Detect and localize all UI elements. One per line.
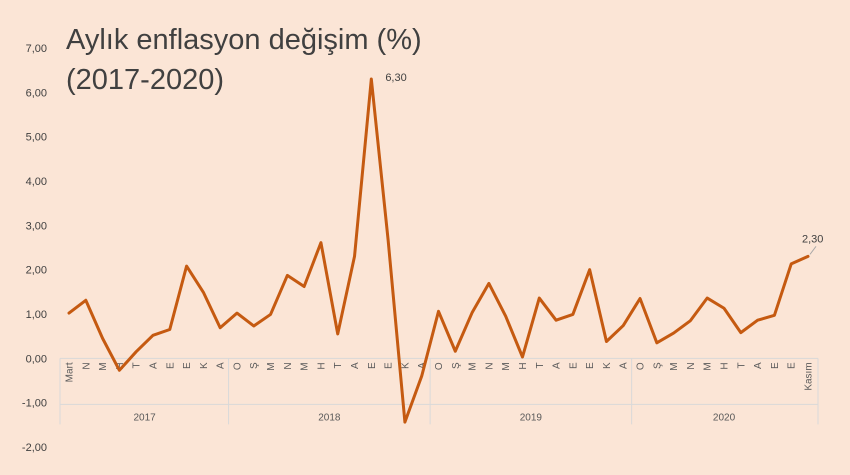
chart-title: Aylık enflasyon değişim (%) (2017-2020)	[66, 20, 422, 100]
month-label: T	[535, 362, 546, 368]
month-label: O	[434, 362, 445, 370]
month-label: T	[333, 362, 344, 368]
month-label: Mart	[65, 362, 76, 382]
month-label: A	[552, 362, 563, 369]
y-tick-label: 1,00	[26, 309, 47, 321]
month-label: O	[232, 362, 243, 370]
month-label: E	[182, 362, 193, 369]
month-label: E	[367, 362, 378, 369]
y-tick-label: -2,00	[22, 442, 47, 454]
month-label: O	[636, 362, 647, 370]
month-label: Ş	[249, 362, 260, 369]
y-tick-label: 3,00	[26, 220, 47, 232]
data-label: 2,30	[802, 233, 823, 245]
y-tick-label: 0,00	[26, 353, 47, 365]
year-label: 2020	[713, 412, 736, 423]
month-label: H	[720, 362, 731, 369]
month-label: K	[400, 362, 411, 369]
month-label: M	[266, 362, 277, 370]
month-label: A	[148, 362, 159, 369]
month-label: H	[316, 362, 327, 369]
month-label: Kasım	[804, 362, 815, 390]
y-tick-label: 2,00	[26, 265, 47, 277]
month-label: A	[619, 362, 630, 369]
data-label: 6,30	[385, 72, 406, 84]
y-tick-label: 4,00	[26, 176, 47, 188]
month-label: N	[686, 362, 697, 369]
month-label: N	[484, 362, 495, 369]
month-label: A	[350, 362, 361, 369]
month-label: E	[165, 362, 176, 369]
month-label: Ş	[652, 362, 663, 369]
year-label: 2017	[133, 412, 156, 423]
year-label: 2018	[318, 412, 341, 423]
month-label: H	[518, 362, 529, 369]
month-label: H	[115, 362, 126, 369]
y-tick-label: 6,00	[26, 87, 47, 99]
y-tick-label: 5,00	[26, 132, 47, 144]
month-label: T	[132, 362, 143, 368]
data-series-line	[67, 77, 810, 424]
month-label: M	[300, 362, 311, 370]
month-label: E	[770, 362, 781, 369]
month-label: N	[283, 362, 294, 369]
chart-title-line2: (2017-2020)	[66, 64, 224, 96]
month-label: T	[736, 362, 747, 368]
month-label: A	[753, 362, 764, 369]
month-label: M	[98, 362, 109, 370]
month-label: K	[199, 362, 210, 369]
month-label: E	[568, 362, 579, 369]
y-tick-label: -1,00	[22, 398, 47, 410]
y-tick-label: 7,00	[26, 43, 47, 55]
month-label: E	[787, 362, 798, 369]
data-label-leader	[809, 246, 817, 255]
month-label: M	[501, 362, 512, 370]
month-label: M	[669, 362, 680, 370]
month-label: Ş	[451, 362, 462, 369]
month-label: A	[417, 362, 428, 369]
month-label: E	[585, 362, 596, 369]
month-label: N	[81, 362, 92, 369]
month-label: A	[216, 362, 227, 369]
year-label: 2019	[520, 412, 543, 423]
month-label: K	[602, 362, 613, 369]
month-label: M	[468, 362, 479, 370]
month-label: E	[384, 362, 395, 369]
month-label: M	[703, 362, 714, 370]
chart-title-line1: Aylık enflasyon değişim (%)	[66, 24, 422, 56]
